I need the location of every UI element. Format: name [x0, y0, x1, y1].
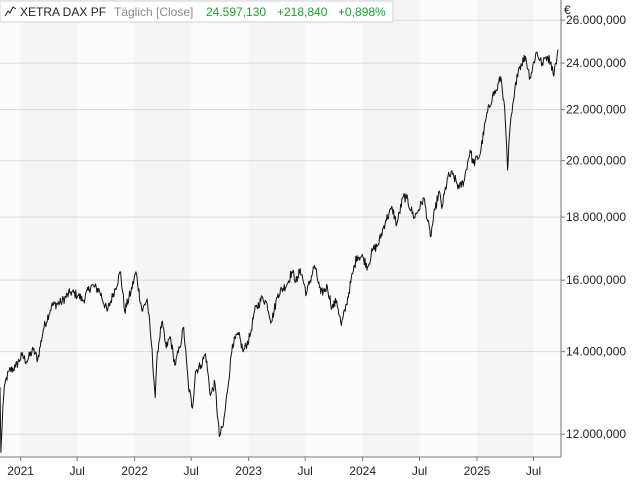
period-band [77, 0, 135, 457]
x-tick-label: 2022 [121, 464, 148, 478]
y-tick-label: 22.000,000 [566, 103, 626, 117]
line-chart-icon [4, 6, 17, 17]
y-tick-label: 20.000,000 [566, 154, 626, 168]
y-tick-label: 26.000,000 [566, 13, 626, 27]
legend-box [0, 0, 394, 23]
series-group [0, 49, 559, 453]
x-tick-label: 2025 [464, 464, 491, 478]
gridlines [0, 19, 561, 435]
period-band [0, 0, 21, 457]
y-tick-label: 14.000,000 [566, 345, 626, 359]
x-tick-label: Jul [526, 464, 541, 478]
period-bands [0, 0, 561, 457]
y-tick-label: 24.000,000 [566, 56, 626, 70]
x-tick-label: 2021 [7, 464, 34, 478]
x-tick-label: 2023 [235, 464, 262, 478]
y-tick-label: 16.000,000 [566, 273, 626, 287]
change-percent: +0,898% [338, 5, 386, 19]
y-tick-label: 12.000,000 [566, 427, 626, 441]
legend-header: XETRA DAX PF Täglich [Close] 24.597,130 … [0, 0, 394, 23]
x-tick-label: Jul [298, 464, 313, 478]
period-band [533, 0, 561, 457]
y-tick-label: 18.000,000 [566, 210, 626, 224]
change-absolute: +218,840 [277, 5, 328, 19]
x-tick-label: Jul [412, 464, 427, 478]
currency-label: € [564, 3, 571, 17]
period-band [191, 0, 249, 457]
x-tick-label: 2024 [349, 464, 376, 478]
period-band [419, 0, 477, 457]
series-name: XETRA DAX PF [20, 5, 106, 19]
x-tick-label: Jul [69, 464, 84, 478]
x-axis-ticks: 2021 Jul 2022 Jul 2023 Jul 2024 Jul 2025 Jul [7, 457, 541, 478]
x-tick-label: Jul [183, 464, 198, 478]
price-line [0, 49, 559, 453]
y-axis-ticks: 12.000,000 14.000,000 16.000,000 18.000,000… [561, 13, 626, 441]
series-period: Täglich [Close] [114, 5, 193, 19]
last-value: 24.597,130 [206, 5, 266, 19]
period-band [305, 0, 363, 457]
